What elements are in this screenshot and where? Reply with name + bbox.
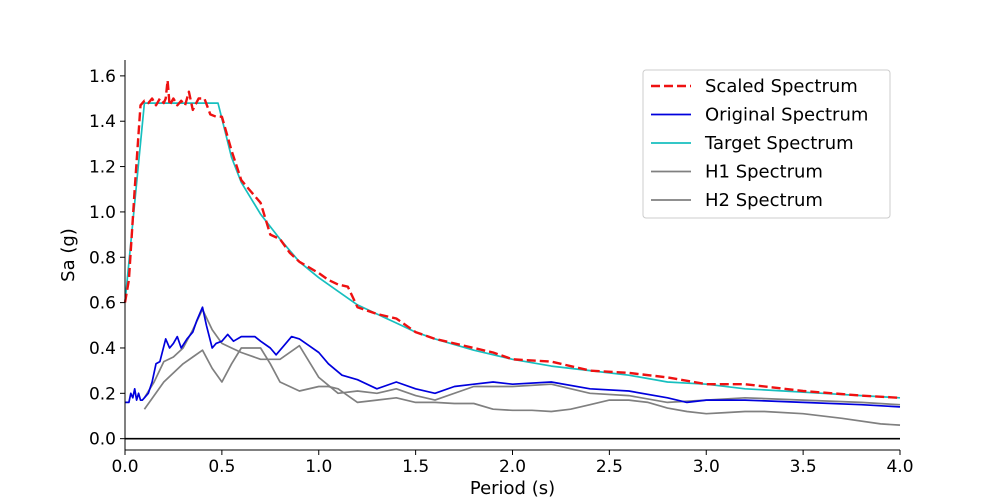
y-tick-label: 0.0 bbox=[89, 430, 116, 450]
y-tick-label: 1.0 bbox=[89, 203, 116, 223]
legend-label: Target Spectrum bbox=[704, 133, 854, 154]
x-axis-ticks: 0.0 0.5 1.0 1.5 2.0 2.5 3.0 3.5 4.0 bbox=[111, 450, 914, 477]
series-line-original-spectrum bbox=[125, 306, 901, 408]
y-tick-label: 0.4 bbox=[89, 339, 116, 359]
y-tick-label: 0.6 bbox=[89, 294, 116, 314]
x-tick-label: 3.5 bbox=[790, 457, 817, 477]
y-tick-label: 0.8 bbox=[89, 248, 116, 268]
x-tick-label: 0.0 bbox=[111, 457, 138, 477]
y-tick-label: 0.2 bbox=[89, 384, 116, 404]
y-tick-label: 1.6 bbox=[89, 67, 116, 87]
x-tick-label: 1.0 bbox=[305, 457, 332, 477]
series-line-h1-spectrum bbox=[143, 347, 901, 426]
x-tick-label: 4.0 bbox=[886, 457, 913, 477]
legend: Scaled Spectrum Original Spectrum Target S… bbox=[642, 69, 891, 219]
legend-label: Scaled Spectrum bbox=[705, 76, 858, 97]
y-tick-label: 1.4 bbox=[89, 112, 116, 132]
plot-area bbox=[123, 79, 901, 426]
legend-label: Original Spectrum bbox=[705, 105, 868, 126]
y-axis-ticks: 0.0 0.2 0.4 0.6 0.8 1.0 1.2 1.4 1.6 bbox=[89, 67, 125, 450]
x-tick-label: 0.5 bbox=[208, 457, 235, 477]
x-tick-label: 1.5 bbox=[402, 457, 429, 477]
x-tick-label: 2.0 bbox=[499, 457, 526, 477]
series-line-scaled-spectrum bbox=[123, 79, 901, 399]
y-axis-label: Sa (g) bbox=[58, 228, 79, 282]
y-tick-label: 1.2 bbox=[89, 158, 116, 178]
legend-box bbox=[642, 69, 891, 219]
x-tick-label: 2.5 bbox=[596, 457, 623, 477]
x-tick-label: 3.0 bbox=[693, 457, 720, 477]
x-axis-label: Period (s) bbox=[470, 478, 555, 499]
legend-label: H1 Spectrum bbox=[705, 162, 823, 183]
legend-label: H2 Spectrum bbox=[705, 190, 823, 211]
